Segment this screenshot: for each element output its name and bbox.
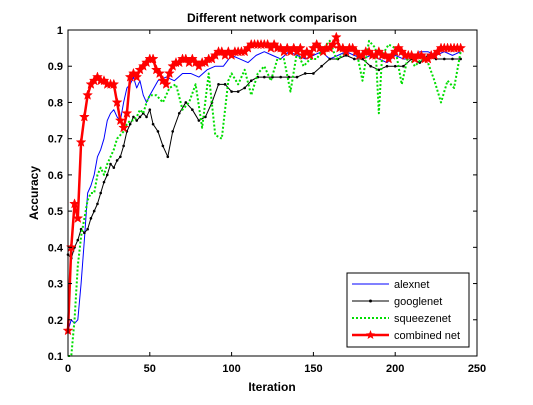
- data-point: [378, 69, 381, 72]
- data-point: [103, 181, 106, 184]
- data-point: [304, 72, 307, 75]
- data-point: [152, 123, 155, 126]
- data-point: [171, 130, 174, 133]
- data-point: [328, 58, 331, 61]
- y-tick-label: 0.5: [48, 206, 63, 218]
- data-point: [443, 58, 446, 61]
- y-tick-label: 0.2: [48, 315, 63, 327]
- data-point: [320, 65, 323, 68]
- data-point: [122, 145, 125, 148]
- data-point: [106, 174, 109, 177]
- data-point: [178, 112, 181, 115]
- data-point: [113, 166, 116, 169]
- data-point: [93, 210, 96, 213]
- data-point: [99, 192, 102, 195]
- x-tick-label: 50: [144, 363, 156, 375]
- data-point: [296, 76, 299, 79]
- data-point: [394, 65, 397, 68]
- y-tick-label: 0.1: [48, 351, 63, 363]
- data-point: [198, 119, 201, 122]
- data-point: [312, 72, 315, 75]
- data-point: [263, 76, 266, 79]
- data-point: [217, 83, 220, 86]
- chart-title: Different network comparison: [187, 11, 357, 25]
- y-tick-label: 0.3: [48, 279, 63, 291]
- data-point: [83, 232, 86, 235]
- data-point: [191, 108, 194, 111]
- legend-label: alexnet: [394, 279, 429, 291]
- data-point: [90, 217, 93, 220]
- data-point: [353, 58, 356, 61]
- y-tick-label: 0.9: [48, 61, 63, 73]
- data-point: [402, 65, 405, 68]
- data-point: [119, 155, 122, 158]
- data-point: [77, 239, 80, 242]
- y-tick-label: 1: [57, 25, 63, 37]
- data-point: [145, 116, 148, 119]
- data-point: [369, 65, 372, 68]
- data-point: [139, 116, 142, 119]
- data-point: [224, 83, 227, 86]
- data-point: [162, 145, 165, 148]
- data-point: [116, 159, 119, 162]
- x-axis-label: Iteration: [248, 380, 295, 394]
- data-point: [129, 123, 132, 126]
- data-point: [250, 79, 253, 82]
- data-point: [149, 108, 152, 111]
- data-point: [157, 130, 160, 133]
- y-tick-label: 0.4: [48, 242, 64, 254]
- legend-label: combined net: [394, 330, 460, 342]
- legend: alexnet googlenet squeezenet combined net: [347, 273, 469, 347]
- x-tick-label: 250: [468, 363, 486, 375]
- y-tick-label: 0.8: [48, 97, 63, 109]
- data-point: [279, 76, 282, 79]
- legend-label: squeezenet: [394, 313, 451, 325]
- legend-label: googlenet: [394, 296, 442, 308]
- legend-marker: [369, 300, 372, 303]
- x-tick-label: 0: [65, 363, 71, 375]
- x-tick-label: 200: [386, 363, 404, 375]
- x-tick-label: 100: [222, 363, 240, 375]
- data-point: [386, 65, 389, 68]
- data-point: [230, 90, 233, 93]
- data-point: [184, 101, 187, 104]
- data-point: [451, 58, 454, 61]
- data-point: [135, 119, 138, 122]
- data-point: [243, 87, 246, 90]
- y-tick-label: 0.6: [48, 170, 63, 182]
- data-point: [132, 116, 135, 119]
- y-axis-label: Accuracy: [27, 166, 41, 220]
- x-tick-label: 150: [304, 363, 322, 375]
- data-point: [86, 228, 89, 231]
- data-point: [237, 90, 240, 93]
- y-tick-label: 0.7: [48, 134, 63, 146]
- data-point: [109, 163, 112, 166]
- data-point: [96, 203, 99, 206]
- data-point: [166, 155, 169, 158]
